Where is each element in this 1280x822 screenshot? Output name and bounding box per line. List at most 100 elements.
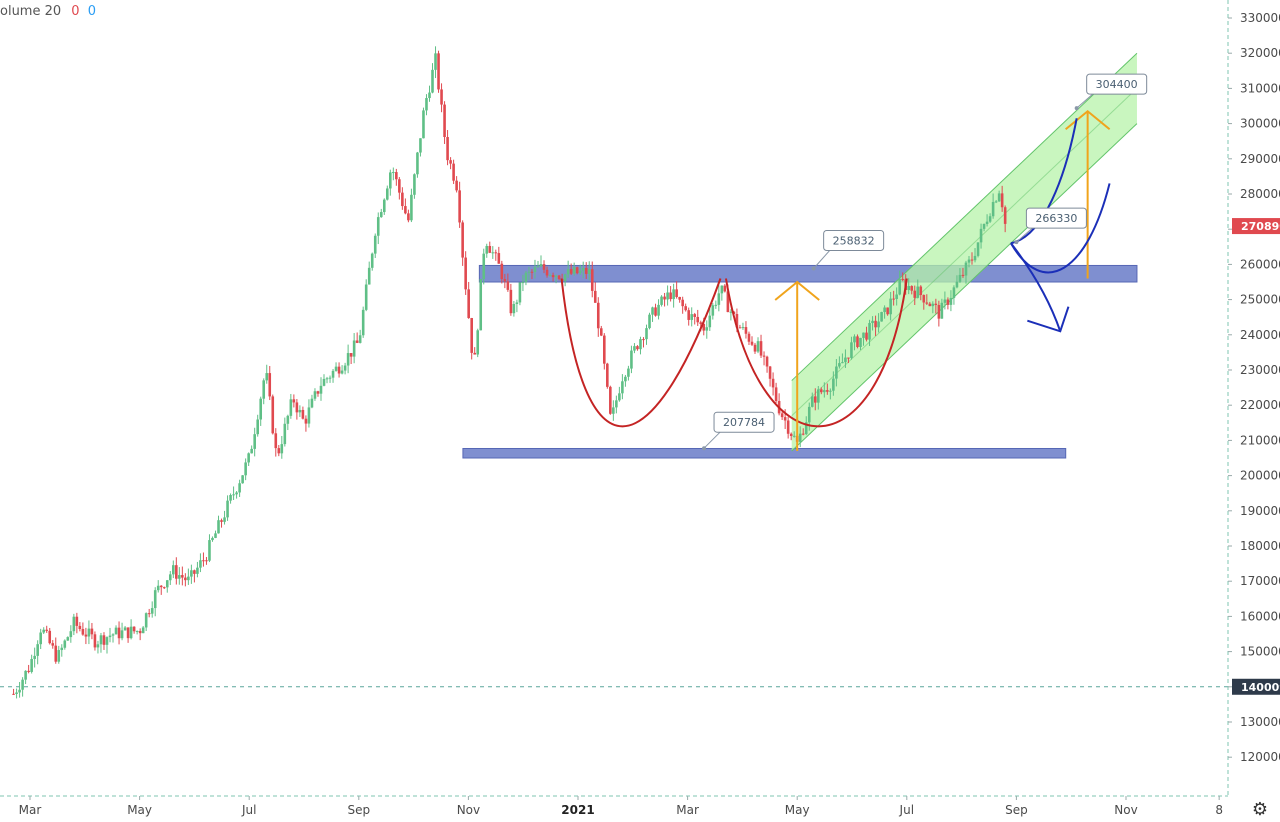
price-tag-label: 270890 (1241, 220, 1280, 233)
candle-body (229, 495, 232, 501)
candle-body (738, 327, 742, 329)
candle-body (916, 286, 920, 298)
candle-body (298, 409, 302, 413)
price-tag-bg (1232, 218, 1280, 235)
callout-leader (703, 431, 721, 449)
candle-body (928, 303, 932, 307)
candle-body (801, 433, 805, 435)
candle-body (443, 104, 446, 138)
candle-body (162, 587, 166, 589)
candle-body (497, 253, 501, 264)
candle-body (331, 370, 335, 378)
candle-body (735, 313, 739, 328)
candle-body (578, 270, 582, 274)
candle-body (952, 287, 956, 298)
candle-body (395, 172, 398, 180)
trend-channel (791, 52, 1138, 452)
gear-icon[interactable]: ⚙ (1251, 799, 1268, 820)
candle-body (690, 314, 694, 320)
candle-body (413, 174, 416, 195)
candle-body (355, 340, 359, 343)
y-tick-label: 260000 (1240, 257, 1280, 271)
y-tick-label: 250000 (1240, 293, 1280, 307)
y-tick-label: 160000 (1240, 609, 1280, 623)
candle-body (937, 304, 941, 319)
candle-body (979, 228, 983, 243)
candle-body (141, 627, 145, 634)
candle-body (322, 378, 326, 386)
candle-body (753, 344, 757, 352)
candle-body (587, 269, 591, 274)
support-zone (462, 447, 1067, 459)
price-tag-label: 140009 (1241, 681, 1280, 694)
candle-body (343, 365, 347, 371)
callout-anchor (702, 446, 707, 451)
candle-body (153, 590, 157, 609)
candle-body (193, 570, 196, 574)
y-tick-label: 280000 (1240, 187, 1280, 201)
candle-body (841, 362, 844, 364)
candle-body (108, 635, 112, 638)
candle-body (714, 304, 718, 306)
orange-arrow-left-head (774, 280, 820, 301)
candle-body (78, 625, 82, 630)
candle-body (663, 296, 666, 300)
candle-body (672, 289, 675, 300)
candle-body (135, 630, 139, 632)
candle-body (90, 628, 94, 635)
candle-body (33, 655, 36, 659)
candle-body (72, 616, 76, 632)
y-tick-label: 190000 (1240, 504, 1280, 518)
candle-body (687, 310, 690, 320)
candle-body (147, 613, 151, 615)
candle-body (205, 560, 208, 562)
candle-body (919, 286, 923, 296)
candle-body (536, 266, 540, 268)
candle-body (539, 264, 543, 267)
candle-body (407, 213, 410, 221)
candle-body (39, 632, 42, 645)
candle-body (268, 373, 272, 397)
candle-body (117, 627, 121, 639)
candle-body (491, 252, 495, 254)
candle-body (741, 327, 745, 329)
candle-body (168, 574, 172, 581)
candle-body (976, 242, 980, 256)
y-tick-label: 150000 (1240, 645, 1280, 659)
candle-body (832, 378, 835, 391)
candle-body (669, 292, 672, 300)
candle-body (829, 390, 832, 392)
candle-body (744, 327, 748, 334)
candle-body (211, 537, 214, 541)
candle-body (159, 585, 163, 588)
candle-body (57, 650, 61, 662)
candle-body (404, 206, 407, 214)
drawings-layer (560, 109, 1111, 451)
candle-body (75, 616, 79, 626)
callout-leader (1016, 227, 1033, 243)
candle-body (826, 390, 829, 392)
candle-body (786, 420, 790, 434)
cup-curve-right (724, 278, 908, 428)
candle-body (223, 517, 226, 522)
candle-body (437, 53, 440, 90)
x-axis: Mar May Jul Sep Nov 2021 Mar May Jul Sep Nov 8 (0, 795, 1228, 817)
x-tick-label: Mar (676, 803, 699, 817)
callout-anchor (1014, 240, 1019, 245)
candle-body (470, 318, 473, 353)
candle-body (361, 309, 365, 336)
candle-body (865, 332, 868, 340)
candle-body (880, 312, 883, 322)
candle-body (883, 307, 886, 313)
candle-body (1000, 193, 1004, 208)
candle-body (181, 575, 184, 578)
candle-body (274, 433, 278, 449)
candle-body (943, 299, 947, 303)
candle-body (648, 314, 651, 329)
candle-body (120, 630, 124, 639)
candle-body (934, 303, 938, 305)
candle-body (621, 381, 624, 394)
x-tick-label: 8 (1215, 803, 1223, 817)
candle-body (666, 292, 669, 300)
